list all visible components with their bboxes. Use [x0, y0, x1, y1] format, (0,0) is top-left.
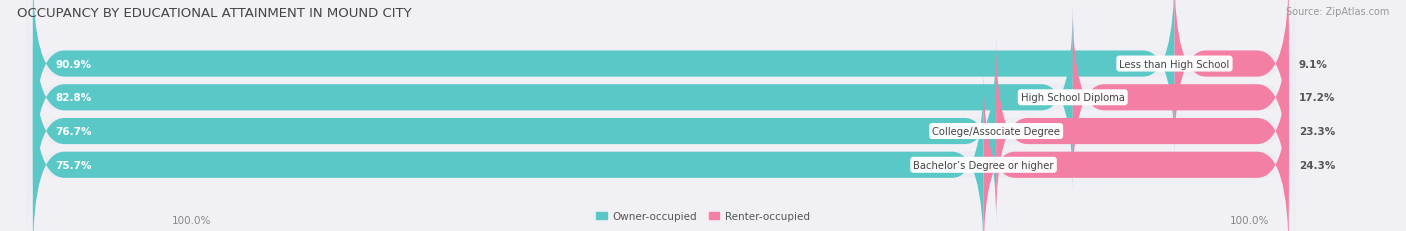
Text: 9.1%: 9.1%	[1299, 59, 1327, 69]
FancyBboxPatch shape	[32, 0, 1174, 156]
FancyBboxPatch shape	[27, 0, 1295, 156]
FancyBboxPatch shape	[1174, 0, 1289, 156]
FancyBboxPatch shape	[995, 40, 1289, 223]
FancyBboxPatch shape	[1073, 6, 1289, 190]
FancyBboxPatch shape	[27, 40, 1295, 223]
Legend: Owner-occupied, Renter-occupied: Owner-occupied, Renter-occupied	[596, 211, 810, 221]
Text: 23.3%: 23.3%	[1299, 127, 1336, 137]
FancyBboxPatch shape	[27, 73, 1295, 231]
FancyBboxPatch shape	[32, 73, 984, 231]
FancyBboxPatch shape	[32, 6, 1073, 190]
Text: 90.9%: 90.9%	[55, 59, 91, 69]
Text: 100.0%: 100.0%	[172, 215, 211, 225]
Text: 82.8%: 82.8%	[55, 93, 91, 103]
Text: 100.0%: 100.0%	[1230, 215, 1270, 225]
Text: OCCUPANCY BY EDUCATIONAL ATTAINMENT IN MOUND CITY: OCCUPANCY BY EDUCATIONAL ATTAINMENT IN M…	[17, 7, 412, 20]
Text: 76.7%: 76.7%	[55, 127, 91, 137]
FancyBboxPatch shape	[27, 6, 1295, 190]
FancyBboxPatch shape	[984, 73, 1289, 231]
Text: 75.7%: 75.7%	[55, 160, 91, 170]
Text: College/Associate Degree: College/Associate Degree	[932, 127, 1060, 137]
Text: 17.2%: 17.2%	[1299, 93, 1336, 103]
Text: Source: ZipAtlas.com: Source: ZipAtlas.com	[1285, 7, 1389, 17]
FancyBboxPatch shape	[32, 40, 995, 223]
Text: High School Diploma: High School Diploma	[1021, 93, 1125, 103]
Text: Bachelor’s Degree or higher: Bachelor’s Degree or higher	[914, 160, 1054, 170]
Text: Less than High School: Less than High School	[1119, 59, 1230, 69]
Text: 24.3%: 24.3%	[1299, 160, 1336, 170]
